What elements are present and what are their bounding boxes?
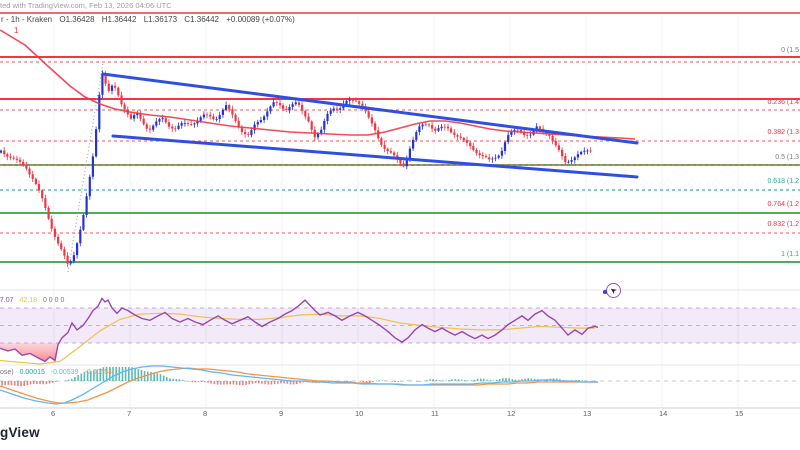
macd-values-row: ose) 0.00015 -0.00539 -0.00554 xyxy=(0,369,116,376)
fib-level-label: 0.5 (1.3 xyxy=(775,154,799,161)
rsi-values-row: 47.07 42.18 0 0 0 0 xyxy=(0,297,68,304)
time-axis-tick: 6 xyxy=(51,409,56,418)
ohlc-close: C1.36442 xyxy=(184,15,219,24)
macd-label-fragment: ose) xyxy=(0,369,14,376)
indicator-legend-fragment: 1 xyxy=(14,26,19,35)
rsi-divergence-zeros: 0 0 0 0 xyxy=(42,297,65,304)
cursor-badge-icon: ➤ xyxy=(603,283,621,298)
tradingview-logo[interactable]: gView xyxy=(0,425,40,440)
macd-signal-value: -0.00554 xyxy=(84,369,113,376)
time-axis-tick: 15 xyxy=(735,409,744,418)
time-axis-tick: 8 xyxy=(203,409,208,418)
fib-level-label: 0.236 (1.4 xyxy=(767,99,799,106)
ohlc-high: H1.36442 xyxy=(101,15,137,24)
time-axis-tick: 12 xyxy=(507,409,516,418)
time-axis-tick: 14 xyxy=(659,409,668,418)
ohlc-open: O1.36428 xyxy=(59,15,95,24)
cursor-arrow-icon: ➤ xyxy=(608,284,619,297)
time-axis-tick: 7 xyxy=(127,409,132,418)
macd-hist-value: 0.00015 xyxy=(19,369,45,376)
rsi-ma-value: 42.18 xyxy=(19,297,38,304)
time-axis-tick: 9 xyxy=(279,409,284,418)
rsi-value: 47.07 xyxy=(0,297,14,304)
time-axis-tick: 11 xyxy=(431,409,439,418)
fib-level-label: 0.618 (1.2 xyxy=(767,178,799,185)
fib-level-label: 0.832 (1.2 xyxy=(767,221,799,228)
macd-line-value: -0.00539 xyxy=(50,369,79,376)
attribution-text: ted with TradingView.com, Feb 13, 2026 0… xyxy=(0,1,172,10)
fib-level-label: 0 (1.5 xyxy=(781,47,799,54)
cursor-dot-icon xyxy=(603,290,607,294)
ohlc-low: L1.36173 xyxy=(143,15,178,24)
fib-level-label: 0.764 (1.2 xyxy=(767,201,799,208)
symbol-name: r - 1h - Kraken xyxy=(1,15,53,24)
price-change: +0.00089 (+0.07%) xyxy=(226,15,295,24)
time-axis-tick: 10 xyxy=(355,409,364,418)
fib-level-label: 0.382 (1.3 xyxy=(767,129,799,136)
time-axis-tick: 13 xyxy=(583,409,592,418)
symbol-ohlc-row: r - 1h - Kraken O1.36428 H1.36442 L1.361… xyxy=(1,16,300,24)
fib-level-label: 1 (1.1 xyxy=(781,251,799,258)
